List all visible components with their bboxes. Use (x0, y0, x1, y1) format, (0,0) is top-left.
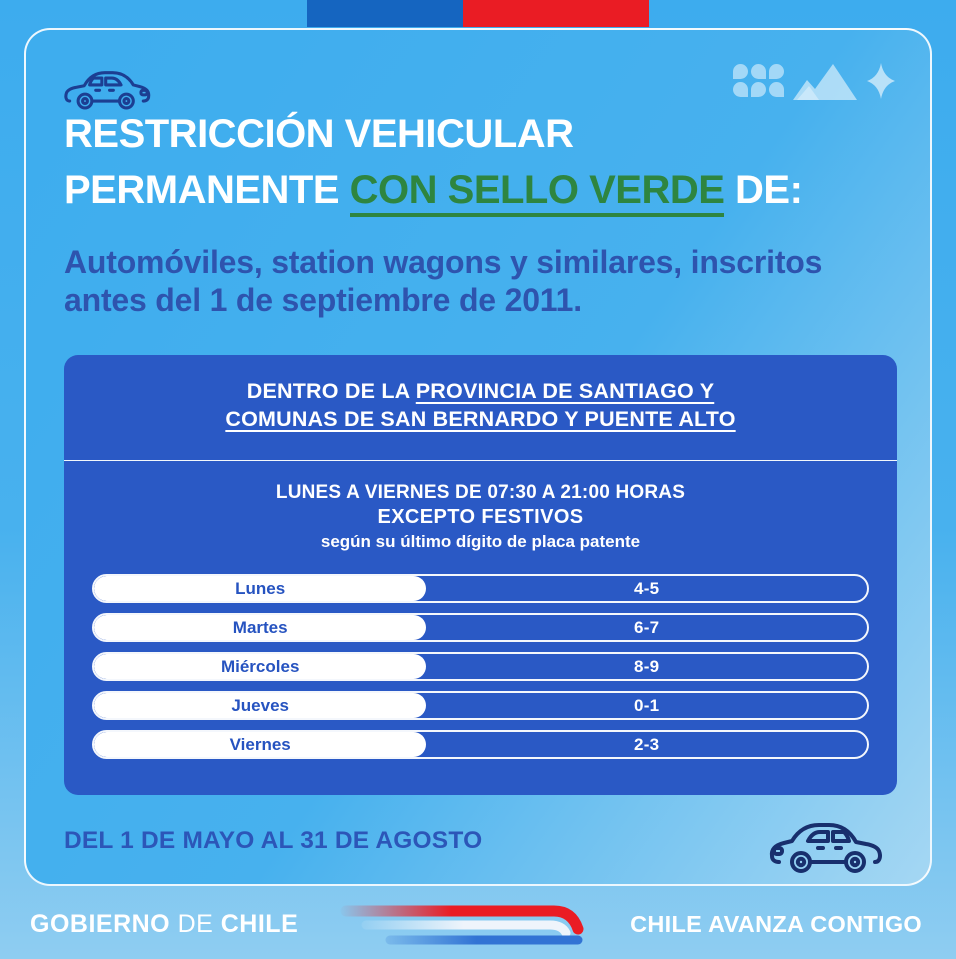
validity-period: DEL 1 DE MAYO AL 31 DE AGOSTO (64, 827, 483, 854)
chile-avanza-contigo-slogan: CHILE AVANZA CONTIGO (630, 910, 922, 937)
day-cell: Viernes (94, 732, 427, 757)
sparkle-icon (866, 62, 896, 100)
table-row: Martes 6-7 (92, 613, 869, 642)
table-row: Viernes 2-3 (92, 730, 869, 759)
car-icon (62, 56, 154, 120)
petal-grid-icon (733, 64, 784, 97)
restriction-panel: DENTRO DE LA PROVINCIA DE SANTIAGO Y COM… (64, 355, 897, 795)
digits-cell: 0-1 (633, 695, 660, 715)
footer: GOBIERNO DE CHILE CHILE AVANZA CONTIGO (0, 893, 956, 955)
gobierno-de-chile-wordmark: GOBIERNO DE CHILE (30, 909, 299, 938)
schedule-note: según su último dígito de placa patente (320, 532, 641, 551)
chile-stripes-logo (338, 901, 590, 947)
page-title: RESTRICCIÓN VEHICULAR PERMANENTE CON SEL… (64, 106, 803, 218)
table-row: Jueves 0-1 (92, 691, 869, 720)
top-strip-blue (307, 0, 463, 27)
table-row: Miércoles 8-9 (92, 652, 869, 681)
day-cell: Jueves (94, 693, 427, 718)
panel-heading: DENTRO DE LA PROVINCIA DE SANTIAGO Y COM… (225, 379, 736, 431)
digits-cell: 2-3 (633, 734, 660, 754)
mountains-icon (793, 62, 857, 100)
subtitle: Automóviles, station wagons y similares,… (64, 244, 823, 318)
title-line-2: PERMANENTE CON SELLO VERDE DE: (64, 162, 803, 218)
table-row: Lunes 4-5 (92, 574, 869, 603)
restriction-table: Lunes 4-5 Martes 6-7 Miércoles 8-9 Jueve… (92, 574, 869, 769)
day-cell: Miércoles (94, 654, 427, 679)
panel-divider (64, 460, 897, 461)
day-cell: Lunes (94, 576, 427, 601)
schedule-exception: EXCEPTO FESTIVOS (377, 506, 584, 528)
schedule-hours: LUNES A VIERNES DE 07:30 A 21:00 HORAS (275, 482, 686, 503)
title-highlight: CON SELLO VERDE (349, 168, 725, 217)
digits-cell: 8-9 (633, 656, 660, 676)
title-line-1: RESTRICCIÓN VEHICULAR (64, 112, 574, 156)
schedule-text: LUNES A VIERNES DE 07:30 A 21:00 HORAS E… (64, 481, 897, 553)
digits-cell: 6-7 (633, 617, 660, 637)
decorative-icons (733, 62, 896, 100)
main-card: RESTRICCIÓN VEHICULAR PERMANENTE CON SEL… (24, 28, 932, 886)
digits-cell: 4-5 (633, 578, 660, 598)
car-icon (762, 810, 888, 880)
day-cell: Martes (94, 615, 427, 640)
top-strip-red (463, 0, 649, 27)
